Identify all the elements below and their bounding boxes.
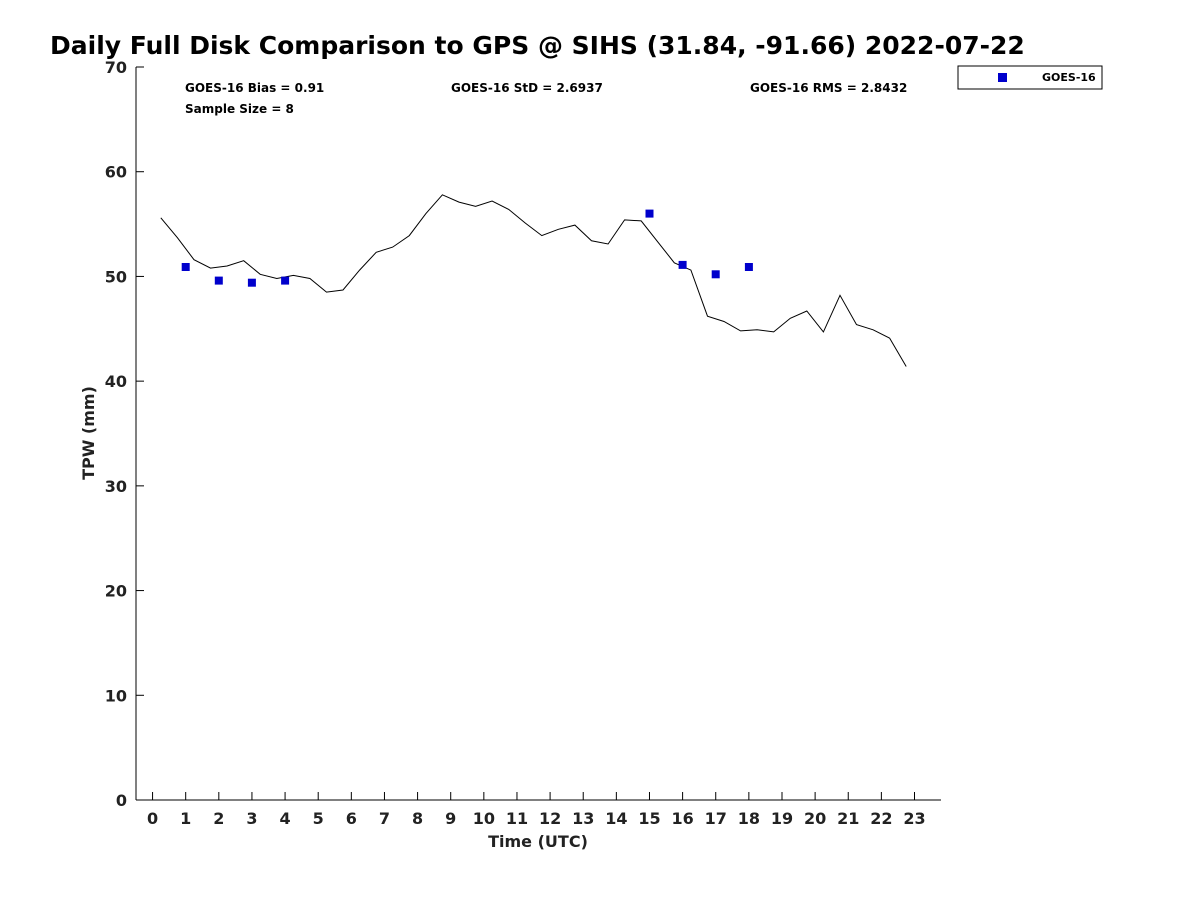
legend-box bbox=[957, 65, 1103, 90]
legend: GOES-16 bbox=[957, 65, 1103, 90]
goes16-point bbox=[181, 263, 190, 271]
goes16-point bbox=[645, 209, 654, 218]
series-layer bbox=[160, 194, 907, 367]
chart-title: Daily Full Disk Comparison to GPS @ SIHS… bbox=[50, 31, 1025, 60]
x-ticks: 0 1 2 3 4 5 6 7 8 9 10 11 12 13 14 15 16 17 18 19 20 21 22 23 bbox=[147, 792, 926, 828]
y-tick-label: 40 bbox=[105, 372, 127, 391]
x-tick-label: 10 bbox=[473, 809, 495, 828]
legend-label-goes16: GOES-16 bbox=[1042, 71, 1096, 84]
x-tick-label: 13 bbox=[572, 809, 594, 828]
x-tick-label: 2 bbox=[213, 809, 224, 828]
x-tick-label: 9 bbox=[445, 809, 456, 828]
y-axis-label: TPW (mm) bbox=[79, 386, 98, 480]
x-tick-label: 16 bbox=[671, 809, 693, 828]
x-tick-label: 7 bbox=[379, 809, 390, 828]
x-tick-label: 8 bbox=[412, 809, 423, 828]
y-tick-label: 30 bbox=[105, 477, 127, 496]
x-tick-label: 19 bbox=[771, 809, 793, 828]
y-tick-label: 70 bbox=[105, 58, 127, 77]
x-tick-label: 23 bbox=[903, 809, 925, 828]
x-axis-label: Time (UTC) bbox=[488, 832, 588, 851]
x-tick-label: 0 bbox=[147, 809, 158, 828]
x-tick-label: 4 bbox=[280, 809, 291, 828]
x-tick-label: 6 bbox=[346, 809, 357, 828]
x-tick-label: 21 bbox=[837, 809, 859, 828]
y-tick-label: 60 bbox=[105, 163, 127, 182]
goes16-point bbox=[281, 276, 290, 285]
x-tick-label: 22 bbox=[870, 809, 892, 828]
x-tick-label: 18 bbox=[738, 809, 760, 828]
goes16-point bbox=[214, 276, 223, 285]
bias-stat: GOES-16 Bias = 0.91 bbox=[185, 81, 324, 95]
y-tick-label: 10 bbox=[105, 686, 127, 705]
x-tick-label: 5 bbox=[313, 809, 324, 828]
std-stat: GOES-16 StD = 2.6937 bbox=[451, 81, 603, 95]
x-tick-label: 1 bbox=[180, 809, 191, 828]
sample-size-stat: Sample Size = 8 bbox=[185, 102, 294, 116]
x-tick-label: 12 bbox=[539, 809, 561, 828]
y-tick-label: 20 bbox=[105, 582, 127, 601]
x-tick-label: 15 bbox=[638, 809, 660, 828]
goes16-point bbox=[744, 263, 753, 271]
y-tick-label: 0 bbox=[116, 791, 127, 810]
rms-stat: GOES-16 RMS = 2.8432 bbox=[750, 81, 907, 95]
y-tick-label: 50 bbox=[105, 267, 127, 286]
x-tick-label: 14 bbox=[605, 809, 627, 828]
axes bbox=[135, 67, 941, 801]
gps-line bbox=[160, 194, 907, 367]
x-tick-label: 11 bbox=[506, 809, 528, 828]
goes16-point bbox=[678, 260, 687, 269]
goes16-point bbox=[247, 278, 256, 287]
x-tick-label: 20 bbox=[804, 809, 826, 828]
y-ticks: 0 10 20 30 40 50 60 70 bbox=[105, 58, 144, 810]
x-tick-label: 3 bbox=[246, 809, 257, 828]
x-tick-label: 17 bbox=[705, 809, 727, 828]
goes16-point bbox=[711, 270, 720, 279]
legend-marker bbox=[998, 73, 1007, 82]
